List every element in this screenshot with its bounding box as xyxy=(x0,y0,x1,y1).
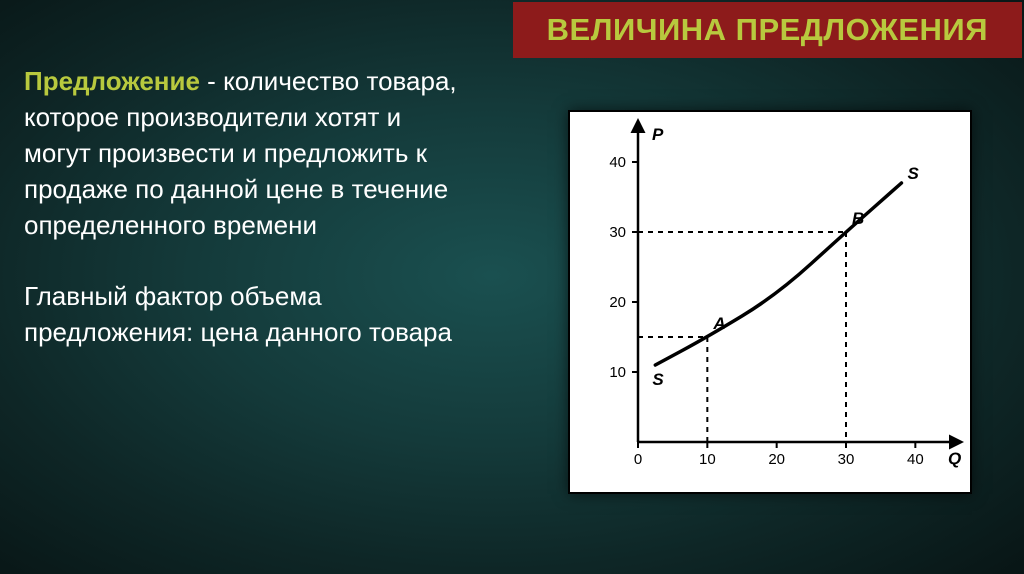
supply-chart: 0 10 20 30 40 10 20 30 40 P Q S S A B xyxy=(568,110,972,494)
definition-highlight: Предложение xyxy=(24,66,200,96)
svg-text:P: P xyxy=(652,125,664,144)
svg-text:10: 10 xyxy=(609,364,626,381)
svg-text:20: 20 xyxy=(768,451,785,468)
svg-text:40: 40 xyxy=(907,451,924,468)
svg-text:S: S xyxy=(652,370,664,389)
svg-text:40: 40 xyxy=(609,154,626,171)
svg-text:B: B xyxy=(852,209,864,228)
svg-text:0: 0 xyxy=(634,451,642,468)
definition-sep: - xyxy=(200,66,216,96)
definition-block: Предложение - количество товара, которое… xyxy=(24,64,474,351)
svg-text:30: 30 xyxy=(838,451,855,468)
factor-text: Главный фактор объема предложения: цена … xyxy=(24,281,452,347)
svg-text:S: S xyxy=(907,164,919,183)
svg-text:10: 10 xyxy=(699,451,716,468)
supply-chart-svg: 0 10 20 30 40 10 20 30 40 P Q S S A B xyxy=(570,112,970,492)
slide-title-text: ВЕЛИЧИНА ПРЕДЛОЖЕНИЯ xyxy=(547,12,988,47)
svg-text:A: A xyxy=(712,314,725,333)
slide-title: ВЕЛИЧИНА ПРЕДЛОЖЕНИЯ xyxy=(513,2,1022,58)
svg-text:20: 20 xyxy=(609,294,626,311)
svg-text:Q: Q xyxy=(948,449,961,468)
svg-text:30: 30 xyxy=(609,224,626,241)
